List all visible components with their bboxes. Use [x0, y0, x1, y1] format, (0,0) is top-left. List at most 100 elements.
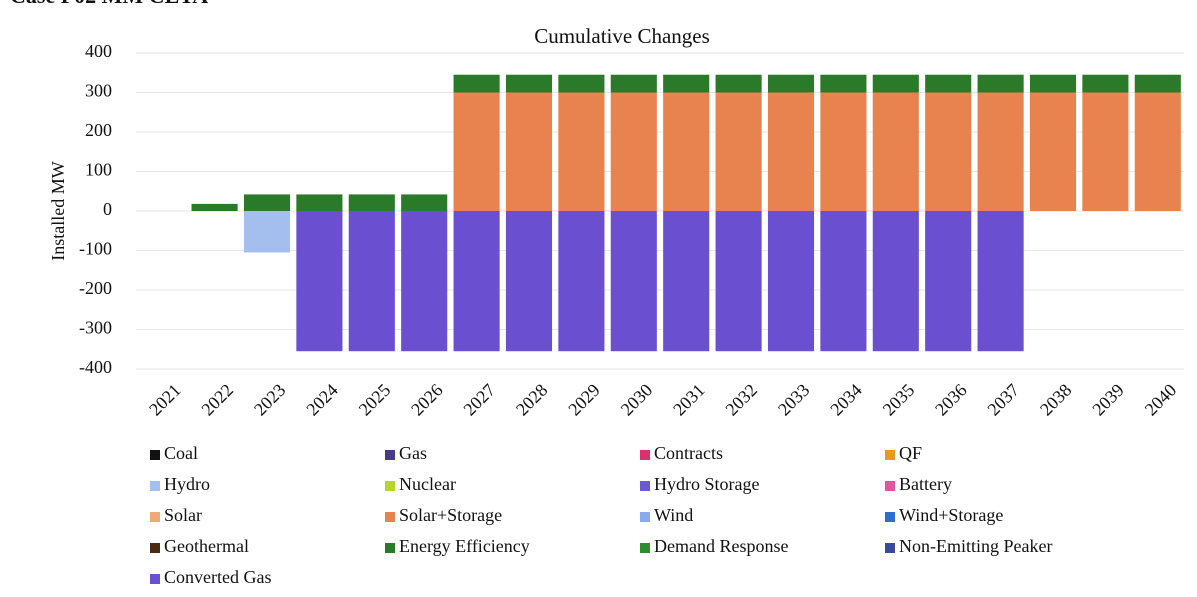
bar-segment [348, 211, 395, 352]
legend-label: Nuclear [399, 474, 456, 494]
bar-segment [820, 211, 867, 352]
bar-segment [401, 211, 448, 352]
legend-label: Battery [899, 474, 952, 494]
bar-segment [401, 194, 448, 211]
bar-segment [767, 92, 815, 211]
bar-segment [663, 74, 710, 93]
x-tick-label: 2027 [459, 380, 499, 420]
bar-segment [610, 92, 657, 211]
legend-swatch [385, 512, 395, 522]
bar-segment [558, 92, 605, 211]
legend-swatch [885, 543, 895, 553]
x-tick-label: 2034 [826, 380, 866, 420]
legend-label: Solar+Storage [399, 505, 502, 525]
bar-segment [558, 74, 605, 93]
x-tick-label: 2024 [302, 380, 342, 420]
y-tick-label: -300 [79, 318, 112, 338]
legend-label: Hydro Storage [654, 474, 759, 494]
legend-swatch [640, 543, 650, 553]
bar-segment [1134, 74, 1181, 93]
legend-label: Geothermal [164, 536, 249, 556]
page-header: Case P02 MM CETA [10, 0, 208, 8]
x-tick-label: 2035 [879, 380, 919, 420]
legend-label: Contracts [654, 443, 723, 463]
bar-segment [820, 92, 867, 211]
bar-segment [1082, 74, 1129, 93]
bar-segment [872, 92, 919, 211]
x-tick-label: 2033 [774, 380, 814, 420]
y-tick-label: 300 [85, 81, 112, 101]
x-tick-label: 2023 [250, 380, 290, 420]
x-tick-label: 2032 [721, 380, 761, 420]
bar-segment [453, 74, 500, 93]
bar-segment [977, 211, 1024, 352]
legend-swatch [150, 574, 160, 584]
bar-segment [977, 74, 1024, 93]
legend-label: Wind+Storage [899, 505, 1003, 525]
y-tick-label: 100 [85, 160, 112, 180]
legend-swatch [150, 543, 160, 553]
bar-segment [505, 74, 553, 93]
x-tick-label: 2039 [1088, 380, 1128, 420]
legend-swatch [885, 481, 895, 491]
x-tick-label: 2022 [197, 380, 237, 420]
bar-segment [296, 211, 343, 352]
x-tick-label: 2038 [1036, 380, 1076, 420]
legend-label: Non-Emitting Peaker [899, 536, 1052, 556]
legend-swatch [885, 450, 895, 460]
x-tick-label: 2031 [669, 380, 709, 420]
x-tick-label: 2025 [355, 380, 395, 420]
bar-segment [243, 211, 291, 253]
y-tick-label: -400 [79, 357, 112, 377]
bar-segment [505, 211, 553, 352]
x-tick-label: 2030 [617, 380, 657, 420]
x-tick-label: 2021 [145, 380, 185, 420]
bar-segment [505, 92, 553, 211]
bar-segment [453, 92, 500, 211]
bar-segment [715, 92, 762, 211]
x-tick-label: 2040 [1141, 380, 1181, 420]
legend-label: Hydro [164, 474, 210, 494]
bar-segment [663, 211, 710, 352]
bar-segment [767, 211, 815, 352]
bar-segment [663, 92, 710, 211]
legend-label: Wind [654, 505, 693, 525]
legend-label: Demand Response [654, 536, 788, 556]
bar-segment [925, 92, 972, 211]
bar-segment [925, 74, 972, 93]
legend-label: Coal [164, 443, 198, 463]
legend-swatch [385, 450, 395, 460]
x-tick-label: 2037 [983, 380, 1023, 420]
bar-segment [1134, 92, 1181, 211]
bar-segment [977, 92, 1024, 211]
y-tick-label: 400 [85, 41, 112, 61]
bar-segment [558, 211, 605, 352]
y-tick-label: 200 [85, 120, 112, 140]
bar-segment [610, 74, 657, 93]
bar-segment [453, 211, 500, 352]
legend-label: Converted Gas [164, 567, 271, 587]
bar-segment [610, 211, 657, 352]
bar-segment [296, 194, 343, 211]
legend-swatch [150, 450, 160, 460]
legend-label: Solar [164, 505, 202, 525]
bar-segment [191, 203, 238, 211]
bar-segment [925, 211, 972, 352]
bar-segment [767, 74, 815, 93]
legend-label: Gas [399, 443, 427, 463]
bar-segment [1029, 92, 1077, 211]
bar-segment [1082, 92, 1129, 211]
bar-segment [872, 211, 919, 352]
y-tick-label: -100 [79, 239, 112, 259]
legend-swatch [640, 450, 650, 460]
legend-swatch [150, 512, 160, 522]
bar-segment [348, 194, 395, 211]
legend-swatch [385, 543, 395, 553]
bar-segment [715, 211, 762, 352]
x-tick-label: 2036 [931, 380, 971, 420]
legend-swatch [640, 481, 650, 491]
bar-segment [1029, 74, 1077, 93]
y-tick-label: 0 [103, 199, 112, 219]
x-tick-label: 2026 [407, 380, 447, 420]
